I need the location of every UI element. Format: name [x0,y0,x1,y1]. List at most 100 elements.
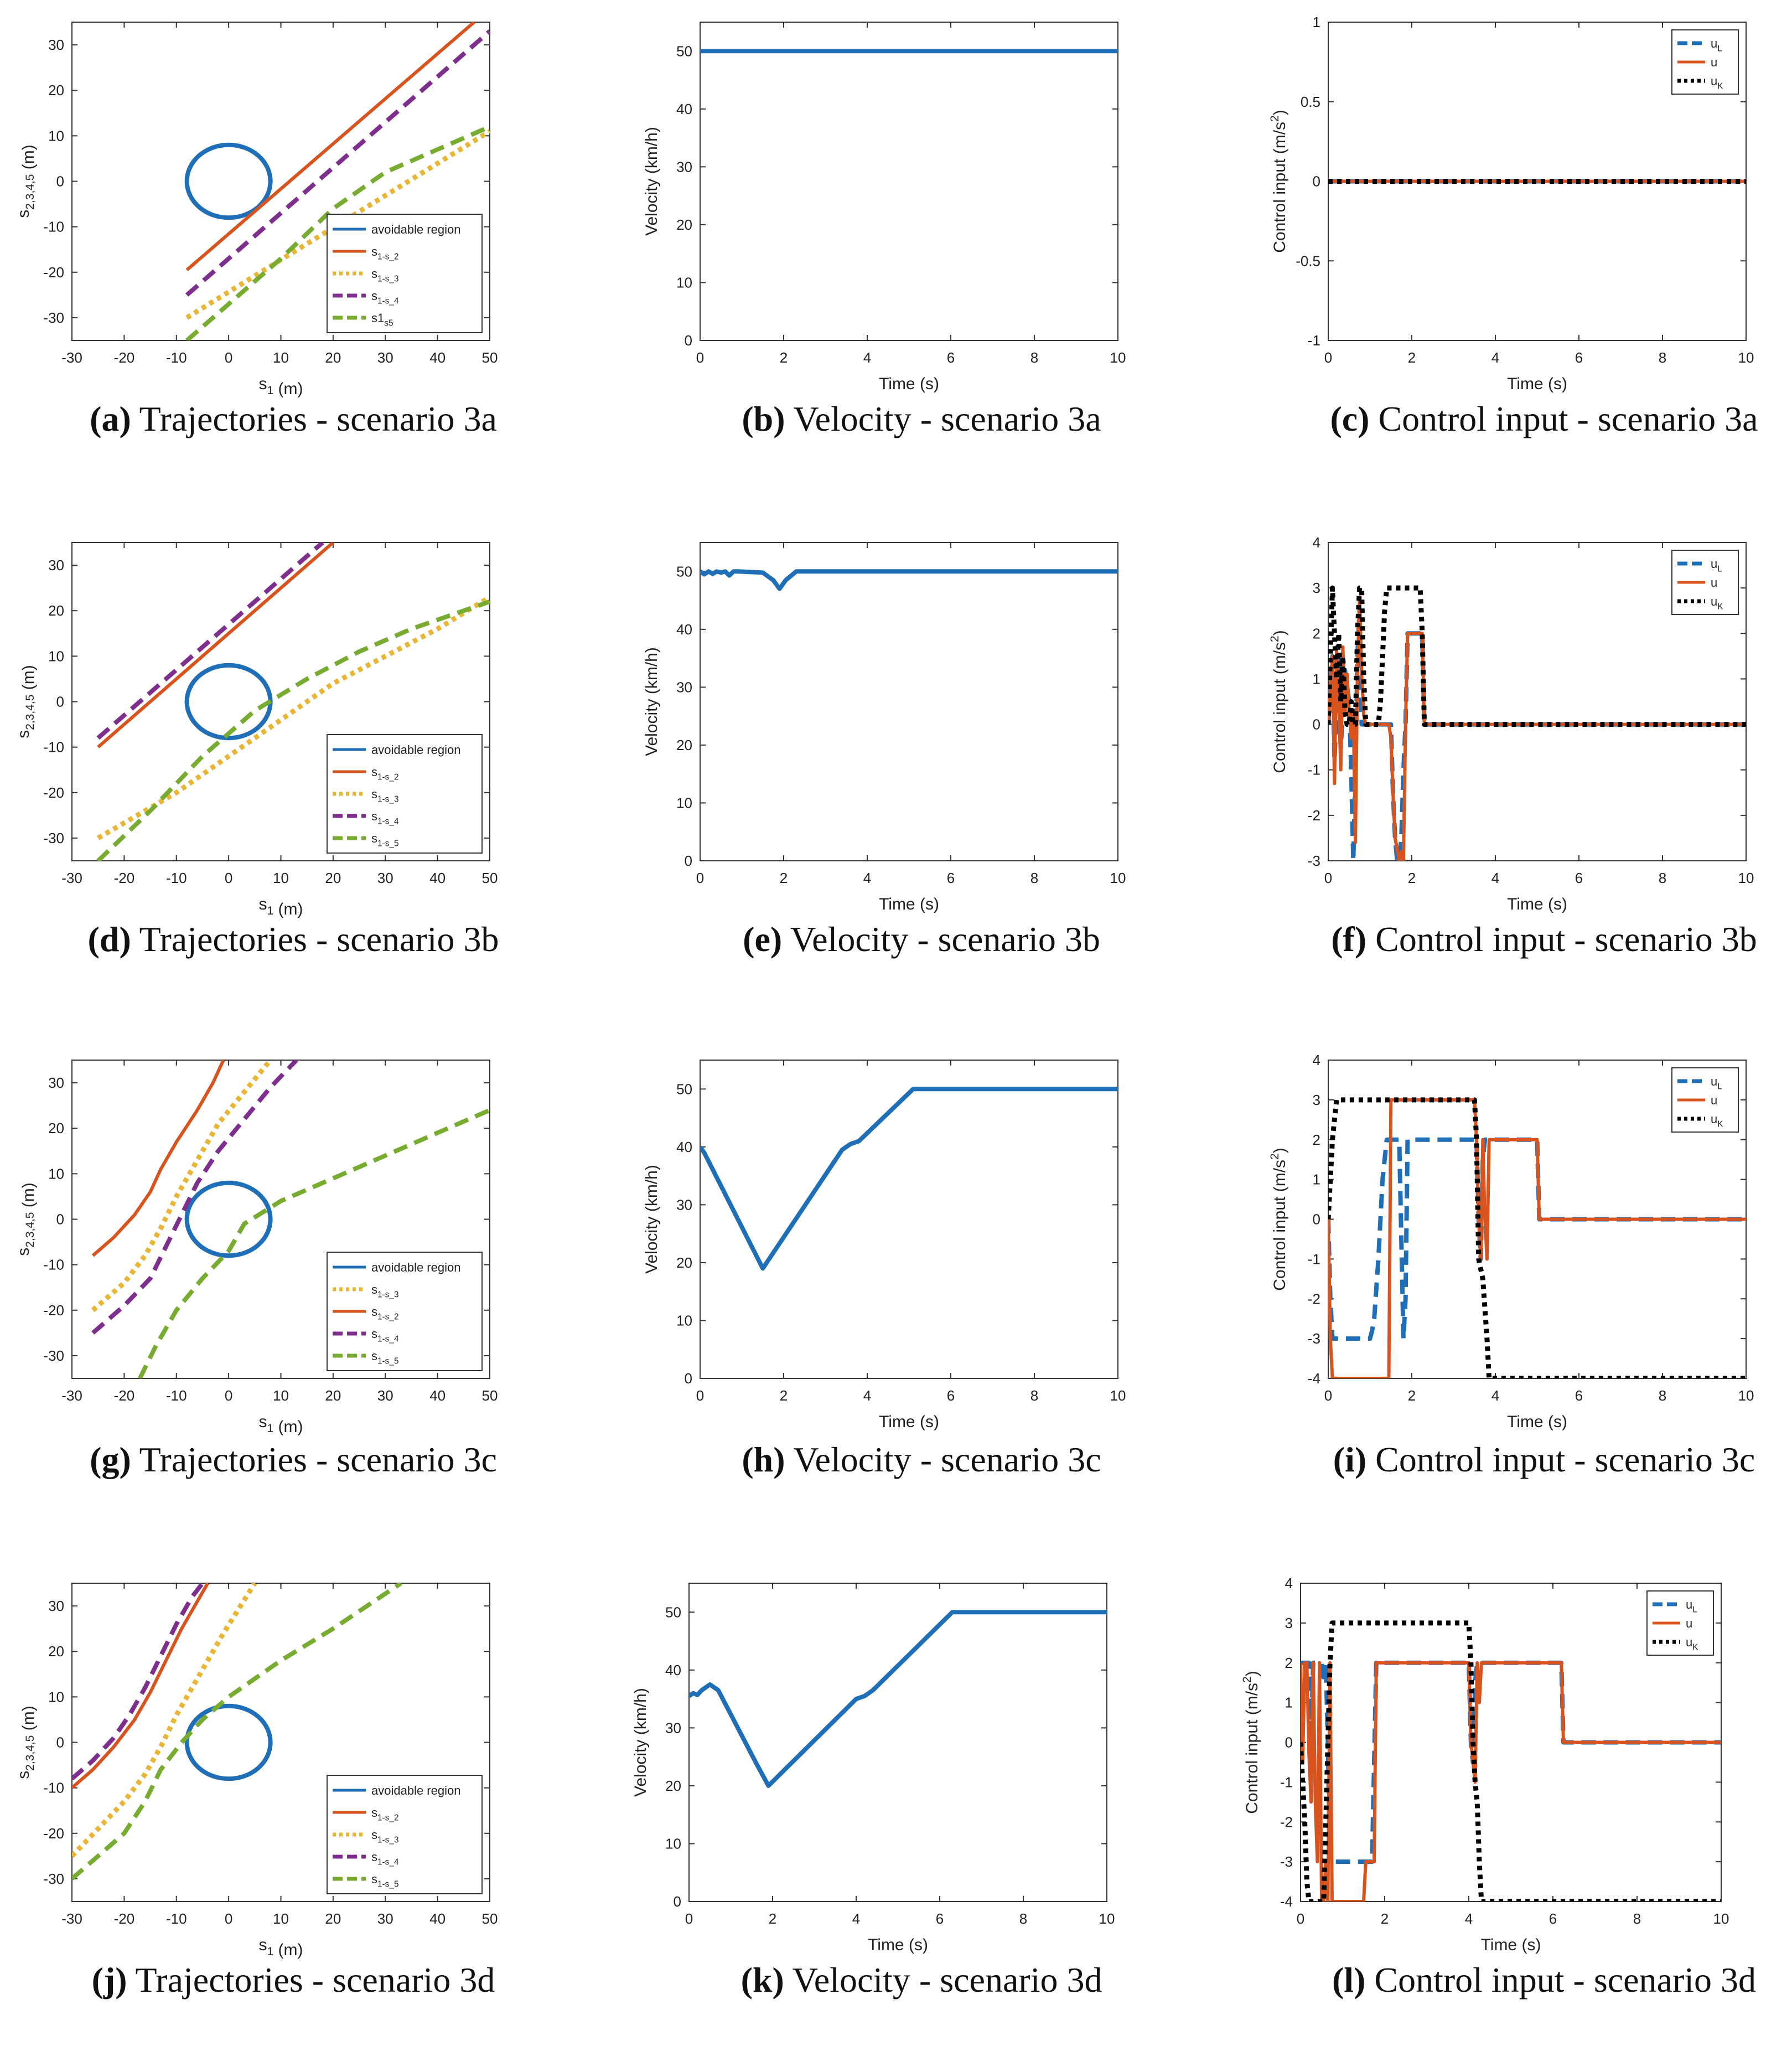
series-s-1-s-3 [91,1060,273,1313]
legend-entry: avoidable region [371,743,460,757]
series-s-1-s-4 [96,542,324,740]
x-tick-label: 8 [1019,1910,1027,1927]
x-tick-label: 2 [1408,870,1416,886]
x-axis-label: Time (s) [1507,895,1567,913]
x-tick-label: 40 [429,1910,446,1927]
caption-text: Trajectories - scenario 3c [131,1440,497,1479]
x-tick-label: 8 [1030,1387,1038,1404]
y-tick-label: -30 [43,1871,64,1887]
x-tick-label: 6 [947,870,955,886]
x-tick-label: 0 [1324,349,1332,366]
series-s-1-s-2 [97,542,334,748]
caption-e: (e) Velocity - scenario 3b [656,919,1187,960]
x-tick-label: 8 [1633,1910,1641,1927]
chart-i: 0 2 4 6 8 10 -4 -3 -2 -1 0 1 2 3 4 Time (s) Control inpu… [1268,1052,1754,1431]
x-tick-label: 8 [1030,870,1038,886]
series-v [689,1610,1107,1788]
x-tick-label: 40 [429,870,446,886]
y-tick-label: 0 [1313,173,1320,190]
series-u [1301,1661,1721,1902]
legend-entry: u [1711,1093,1717,1107]
y-tick-label: 20 [48,602,64,619]
x-tick-label: 10 [273,1910,289,1927]
x-tick-label: 10 [273,349,289,366]
caption-g: (g) Trajectories - scenario 3c [28,1439,559,1480]
y-tick-label: 3 [1313,580,1320,596]
y-tick-label: 20 [676,1254,692,1271]
y-tick-label: 1 [1313,670,1320,687]
y-tick-label: 40 [676,1139,692,1155]
x-tick-label: 6 [947,349,955,366]
chart-c: 0 2 4 6 8 10 -1 -0.5 0 0.5 1 Time (s) Control input … [1268,14,1754,393]
caption-letter: (l) [1332,1960,1366,2000]
y-tick-label: 40 [676,101,692,117]
x-tick-label: -30 [61,1387,82,1404]
y-tick-label: 0 [56,173,64,190]
x-tick-label: 0 [225,870,232,886]
x-tick-label: 30 [377,870,393,886]
y-tick-label: 0 [1313,1211,1320,1228]
series-s-1-s-2 [91,1060,225,1257]
y-tick-label: -30 [43,830,64,846]
y-tick-label: 20 [48,1643,64,1660]
y-tick-label: -0.5 [1296,252,1320,269]
x-tick-label: 10 [1110,870,1126,886]
x-tick-label: 4 [1491,349,1499,366]
y-tick-label: -10 [43,739,64,756]
legend-entry: uL [1711,557,1722,574]
y-tick-label: 10 [676,274,692,291]
caption-h: (h) Velocity - scenario 3c [656,1439,1187,1480]
y-tick-label: -1 [1280,1774,1293,1790]
x-tick-label: 4 [1491,1387,1499,1404]
y-tick-label: 20 [676,737,692,753]
series-avoidable-region [184,142,273,220]
y-axis-label: Velocity (km/h) [643,1165,661,1274]
series-s-1-s-5 [72,1583,402,1880]
legend-entry: avoidable region [371,223,460,236]
y-tick-label: 2 [1313,1132,1320,1148]
y-tick-label: -2 [1308,807,1320,824]
y-tick-label: 30 [48,1598,64,1614]
x-tick-label: -20 [114,1387,135,1404]
caption-text: Trajectories - scenario 3d [127,1960,495,2000]
series-avoidable-region [184,663,273,741]
x-tick-label: 40 [429,1387,446,1404]
axes-box [688,1583,1107,1902]
axes-box [700,542,1118,861]
y-tick-label: 4 [1313,1052,1320,1068]
x-tick-label: -10 [166,349,187,366]
x-tick-label: 10 [1099,1910,1115,1927]
x-tick-label: 50 [482,870,498,886]
x-tick-label: 0 [696,1387,704,1404]
y-tick-label: 0 [1285,1734,1293,1751]
x-tick-label: -30 [61,870,82,886]
caption-text: Control input - scenario 3d [1365,1960,1757,2000]
x-axis-label: Time (s) [879,895,939,913]
x-tick-label: 4 [852,1910,860,1927]
chart-e: 0 2 4 6 8 10 0 10 20 30 40 50 Time (s) Velocity (km/h… [643,542,1126,913]
caption-a: (a) Trajectories - scenario 3a [28,399,559,440]
y-tick-label: 20 [676,216,692,233]
caption-text: Trajectories - scenario 3b [131,919,499,959]
y-tick-label: -1 [1308,332,1320,349]
y-tick-label: 3 [1285,1615,1293,1631]
x-axis-label: s1 (m) [259,375,303,398]
x-tick-label: 40 [429,349,446,366]
y-axis-label: s2,3,4,5 (m) [14,1706,38,1779]
legend-entry: s1-s_3 [371,1828,399,1845]
y-tick-label: 2 [1313,625,1320,642]
y-tick-label: 30 [676,679,692,695]
series-u-l [1328,1137,1746,1341]
caption-text: Velocity - scenario 3d [784,1960,1102,2000]
x-axis-label: Time (s) [1507,375,1567,393]
series-s-1-s-4 [72,1583,205,1781]
x-tick-label: 6 [936,1910,944,1927]
x-tick-label: 6 [1549,1910,1557,1927]
x-tick-label: 30 [377,349,393,366]
y-tick-label: 30 [48,557,64,574]
caption-b: (b) Velocity - scenario 3a [656,399,1187,440]
caption-letter: (k) [740,1960,784,2000]
series-s-1-s-2 [185,22,475,271]
series-s-1-s-5 [96,600,490,861]
